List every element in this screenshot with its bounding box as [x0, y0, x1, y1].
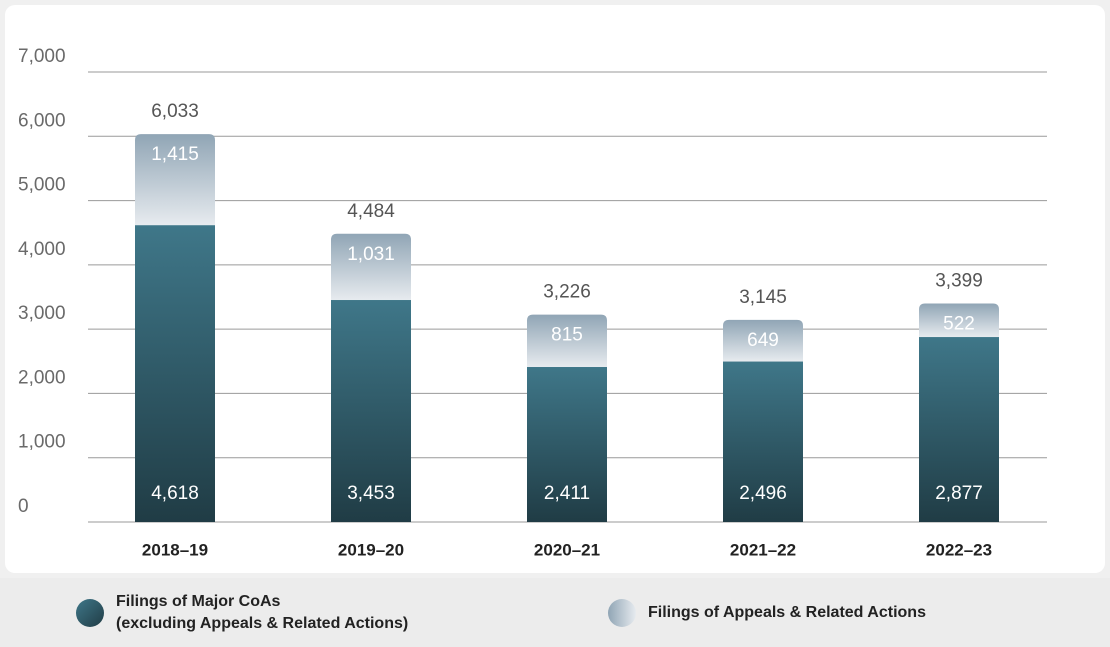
value-label: 4,618	[151, 483, 199, 504]
bar-segment	[527, 367, 607, 522]
bar-segment	[527, 314, 607, 368]
value-label: 1,031	[347, 244, 395, 265]
legend: Filings of Major CoAs (excluding Appeals…	[0, 578, 1110, 647]
bar-segment	[919, 303, 999, 338]
total-label: 3,226	[543, 282, 591, 303]
value-label: 2,496	[739, 483, 787, 504]
y-tick-label: 7,000	[18, 46, 66, 67]
value-label: 3,453	[347, 483, 395, 504]
chart: 0 1,000 2,000 3,000 4,000 5,000 6,000 7,000 2018…	[5, 5, 1105, 573]
bar-segment	[135, 225, 215, 522]
value-label: 649	[747, 330, 779, 351]
value-label: 1,415	[151, 144, 199, 165]
bar-segment	[723, 361, 803, 522]
x-tick-label: 2020–21	[534, 540, 600, 559]
legend-swatch	[608, 598, 636, 627]
x-tick-label: 2019–20	[338, 540, 404, 559]
bar-segment	[331, 233, 411, 301]
value-label: 815	[551, 325, 583, 346]
x-tick-label: 2021–22	[730, 540, 796, 559]
total-label: 3,145	[739, 287, 787, 308]
y-tick-label: 3,000	[18, 303, 66, 324]
bar-segment	[135, 134, 215, 226]
legend-item: Filings of Appeals & Related Actions	[608, 578, 926, 647]
y-tick-label: 5,000	[18, 175, 66, 196]
value-label: 2,877	[935, 483, 983, 504]
total-label: 4,484	[347, 201, 395, 222]
value-label: 522	[943, 314, 975, 335]
y-tick-label: 0	[18, 496, 29, 517]
legend-label: Filings of Major CoAs (excluding Appeals…	[116, 592, 409, 632]
y-tick-label: 1,000	[18, 432, 66, 453]
value-label: 2,411	[544, 483, 590, 504]
legend-item: Filings of Major CoAs (excluding Appeals…	[76, 578, 408, 647]
bar-segment	[331, 300, 411, 522]
total-label: 3,399	[935, 271, 983, 292]
y-tick-label: 2,000	[18, 367, 66, 388]
bar-segment	[919, 337, 999, 522]
legend-label: Filings of Appeals & Related Actions	[648, 603, 926, 621]
y-tick-label: 6,000	[18, 110, 66, 131]
total-label: 6,033	[151, 101, 199, 122]
y-tick-label: 4,000	[18, 239, 66, 260]
x-tick-label: 2018–19	[142, 540, 208, 559]
bar-segment	[723, 319, 803, 362]
legend-swatch	[76, 598, 104, 627]
x-tick-label: 2022–23	[926, 540, 992, 559]
chart-panel	[5, 5, 1105, 573]
